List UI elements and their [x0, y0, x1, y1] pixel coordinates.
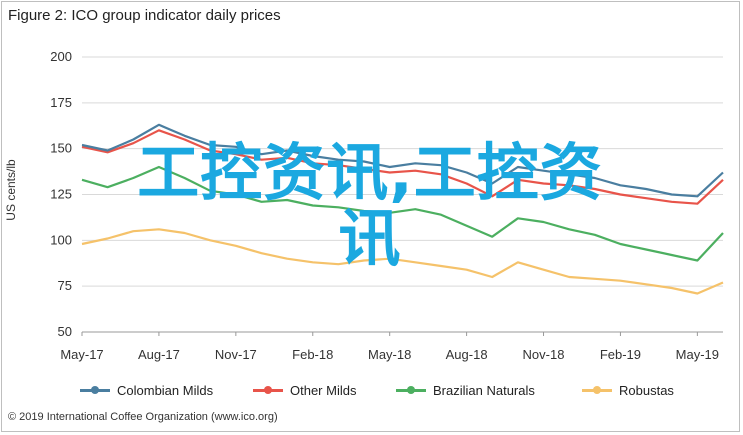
legend-item: Colombian Milds	[80, 380, 213, 400]
x-tick-label: May-18	[368, 347, 411, 362]
legend-label: Other Milds	[290, 382, 357, 398]
x-tick-label: Feb-18	[292, 347, 333, 362]
x-tick-label: Nov-17	[215, 347, 257, 362]
y-tick-label: 75	[58, 278, 72, 293]
series-line-robustas	[81, 228, 724, 295]
y-tick-label: 125	[50, 187, 72, 202]
x-tick-label: May-17	[60, 347, 103, 362]
x-tick-label: Aug-18	[446, 347, 488, 362]
legend-item: Robustas	[582, 380, 674, 400]
x-tick-label: Feb-19	[600, 347, 641, 362]
series-line-brazilian-naturals	[81, 165, 724, 262]
series-line-other-milds	[81, 129, 724, 205]
x-tick-label: Aug-17	[138, 347, 180, 362]
y-tick-label: 50	[58, 324, 72, 339]
x-tick-label: May-19	[676, 347, 719, 362]
legend-swatch	[253, 385, 283, 394]
source-note: © 2019 International Coffee Organization…	[8, 411, 278, 423]
series-line-colombian-milds	[81, 123, 724, 198]
y-tick-label: 100	[50, 232, 72, 247]
y-tick-label: 150	[50, 141, 72, 156]
watermark-text: 工控资讯,工控资 讯	[30, 140, 710, 272]
legend-label: Colombian Milds	[117, 382, 214, 398]
legend-item: Brazilian Naturals	[396, 380, 535, 400]
legend-item: Other Milds	[253, 380, 356, 400]
legend-label: Robustas	[619, 382, 674, 398]
legend-swatch	[396, 385, 426, 394]
watermark-line-2: 讯	[338, 202, 402, 275]
legend-swatch	[582, 385, 612, 394]
x-tick-label: Nov-18	[523, 347, 565, 362]
legend-swatch	[80, 385, 110, 394]
chart-plot: 50 75 100 125 150 175 200 May-17 Aug-17 Nov-17 Feb…	[50, 49, 724, 362]
chart-title: Figure 2: ICO group indicator daily pric…	[8, 7, 281, 24]
watermark-line-1: 工控资讯,工控资	[137, 136, 603, 209]
chart-legend: Colombian Milds Other Milds Brazilian Natu…	[0, 380, 743, 400]
legend-label: Brazilian Naturals	[433, 382, 535, 398]
y-tick-label: 200	[50, 49, 72, 64]
y-tick-label: 175	[50, 95, 72, 110]
